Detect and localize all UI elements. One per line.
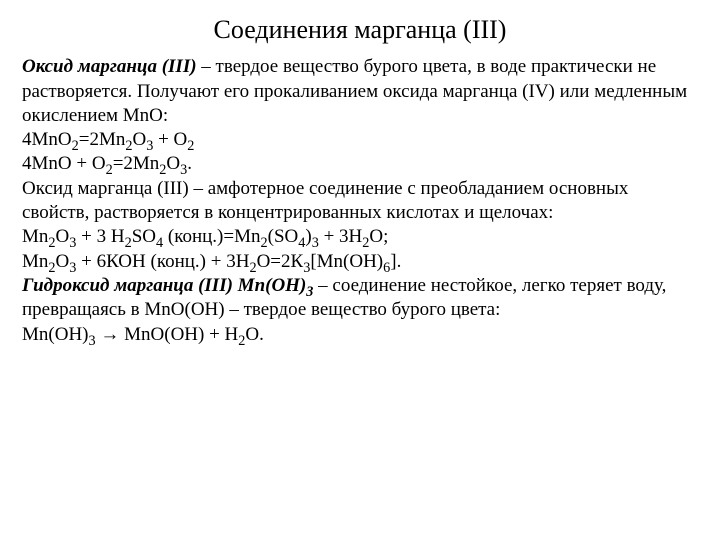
t: Mn(OH)	[22, 324, 89, 345]
paragraph-oxide-intro: Оксид марганца (III) – твердое вещество …	[22, 55, 698, 128]
t: + 3 H	[76, 226, 124, 247]
slide-title: Соединения марганца (III)	[22, 14, 698, 45]
t: O	[56, 251, 70, 272]
sub: 3	[312, 235, 319, 251]
t: =2Mn	[113, 153, 160, 174]
t: Mn	[22, 251, 48, 272]
t: O.	[245, 324, 263, 345]
t: .	[187, 153, 192, 174]
slide: Соединения марганца (III) Оксид марганца…	[0, 0, 720, 540]
lead-oxide: Оксид марганца (III)	[22, 56, 197, 77]
t: [Mn(OH)	[310, 251, 383, 272]
t: =2Mn	[79, 129, 126, 150]
paragraph-amphoteric: Оксид марганца (III) – амфотерное соедин…	[22, 177, 698, 226]
t: SO	[132, 226, 156, 247]
paragraph-hydroxide: Гидроксид марганца (III) Mn(OH)3 – соеди…	[22, 274, 698, 323]
sub: 2	[48, 235, 55, 251]
t: 4MnO	[22, 129, 72, 150]
t: O	[166, 153, 180, 174]
equation-3: Mn2O3 + 3 H2SO4 (конц.)=Mn2(SO4)3 + 3H2O…	[22, 225, 698, 249]
sub: 2	[106, 162, 113, 178]
t: (SO	[268, 226, 299, 247]
t: O;	[369, 226, 388, 247]
t: + O	[153, 129, 187, 150]
t: Mn	[22, 226, 48, 247]
t: O	[56, 226, 70, 247]
equation-4: Mn2O3 + 6КОН (конц.) + 3Н2О=2К3[Mn(OH)6]…	[22, 250, 698, 274]
equation-1: 4MnO2=2Mn2O3 + O2	[22, 128, 698, 152]
equation-2: 4MnO + O2=2Mn2O3.	[22, 152, 698, 176]
t: O	[132, 129, 146, 150]
sub: 3	[89, 332, 96, 348]
t: О=2К	[257, 251, 304, 272]
t: Гидроксид марганца (III) Mn(OH)	[22, 275, 306, 296]
t: (конц.)=Mn	[163, 226, 260, 247]
t: + 3H	[319, 226, 362, 247]
equation-5: Mn(OH)3 → MnO(OH) + H2O.	[22, 323, 698, 347]
sub: 2	[125, 235, 132, 251]
slide-body: Оксид марганца (III) – твердое вещество …	[22, 55, 698, 347]
t: → MnO(OH) + H	[96, 324, 239, 345]
t: ].	[390, 251, 401, 272]
t: 4MnO + O	[22, 153, 106, 174]
sub: 2	[261, 235, 268, 251]
t: + 6КОН (конц.) + 3Н	[76, 251, 249, 272]
lead-hydroxide: Гидроксид марганца (III) Mn(OH)3	[22, 275, 313, 296]
